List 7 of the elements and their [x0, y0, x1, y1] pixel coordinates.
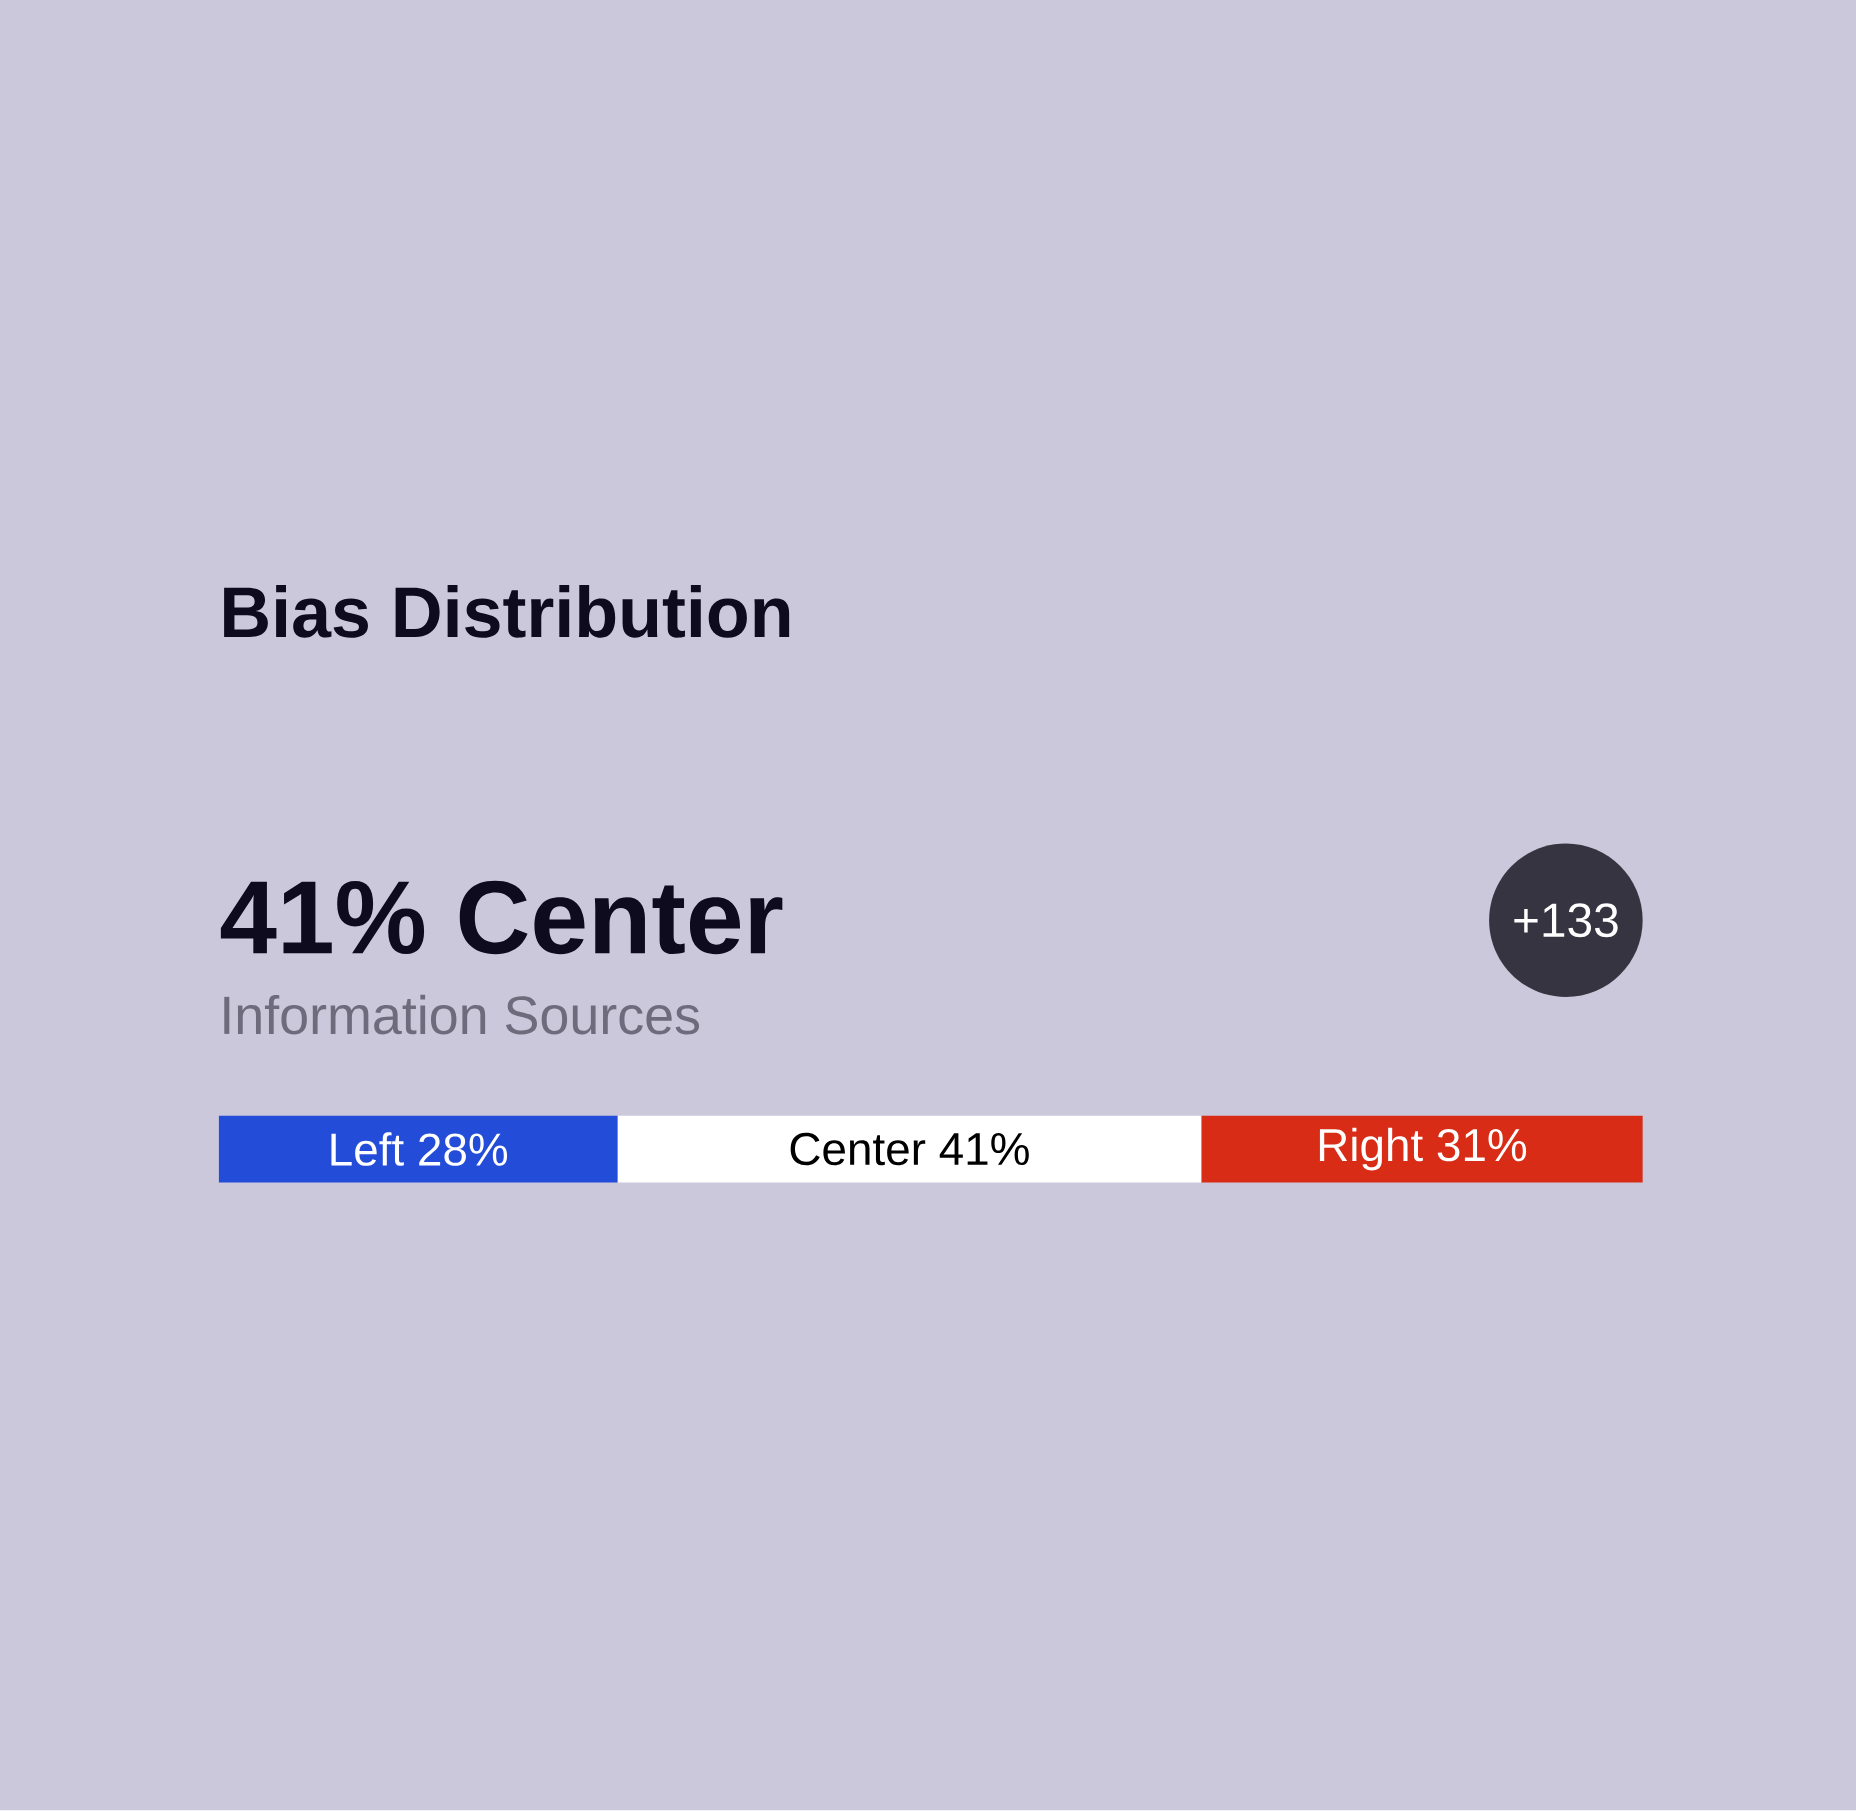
text: Information Sources: [224, 995, 700, 1035]
text: 41% Center: [220, 880, 783, 955]
data-label: Left 28%: [331, 1132, 508, 1167]
data-label: Right 31%: [1319, 1127, 1527, 1171]
text: +133: [1514, 903, 1618, 938]
data-label: Center 41%: [790, 1133, 1029, 1166]
chart-title: Bias Distribution: [224, 585, 790, 638]
